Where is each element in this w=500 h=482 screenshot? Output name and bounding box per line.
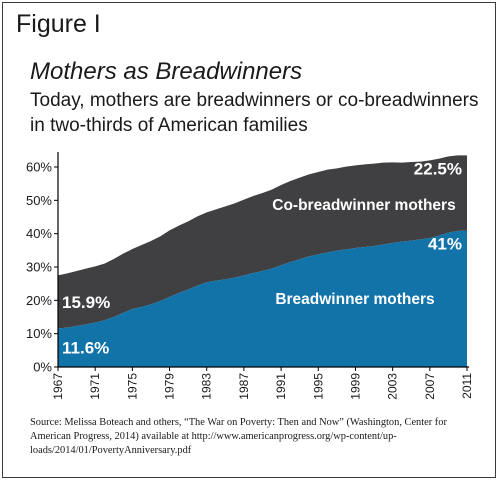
chart-title: Mothers as Breadwinners bbox=[30, 58, 303, 85]
series-label-co-breadwinner: Co-breadwinner mothers bbox=[272, 197, 455, 214]
x-tick-label: 1979 bbox=[163, 373, 177, 400]
series-co-breadwinner-area bbox=[58, 155, 467, 329]
x-tick-label: 1987 bbox=[237, 373, 251, 400]
y-tick-label: 40% bbox=[26, 226, 52, 241]
value-annotation: 41% bbox=[428, 235, 462, 254]
figure-label: Figure I bbox=[16, 10, 101, 38]
y-tick-label: 30% bbox=[26, 260, 52, 275]
source-note: Source: Melissa Boteach and others, “The… bbox=[30, 417, 447, 456]
y-tick-label: 60% bbox=[26, 160, 52, 175]
y-tick-label: 10% bbox=[26, 326, 52, 341]
chart-subtitle: Today, mothers are breadwinners or co-br… bbox=[30, 90, 479, 136]
x-tick-label: 1967 bbox=[51, 373, 65, 400]
x-tick-label: 2011 bbox=[460, 373, 474, 399]
x-tick-label: 1983 bbox=[200, 373, 214, 400]
x-tick-label: 2007 bbox=[423, 373, 437, 400]
x-tick-label: 1991 bbox=[274, 373, 288, 400]
value-annotation: 11.6% bbox=[62, 339, 109, 358]
y-tick-label: 20% bbox=[26, 293, 52, 308]
x-tick-label: 1971 bbox=[88, 373, 102, 400]
value-annotation: 22.5% bbox=[414, 160, 462, 179]
figure-frame bbox=[2, 2, 496, 478]
x-tick-label: 1975 bbox=[125, 373, 139, 400]
series-label-breadwinner: Breadwinner mothers bbox=[275, 291, 434, 308]
y-tick-label: 50% bbox=[26, 193, 52, 208]
series-breadwinner-area bbox=[58, 230, 467, 367]
y-tick-label: 0% bbox=[33, 360, 52, 375]
value-annotation: 15.9% bbox=[62, 293, 110, 312]
x-tick-label: 2003 bbox=[386, 373, 400, 400]
x-tick-label: 1999 bbox=[348, 373, 362, 400]
x-tick-label: 1995 bbox=[311, 373, 325, 400]
